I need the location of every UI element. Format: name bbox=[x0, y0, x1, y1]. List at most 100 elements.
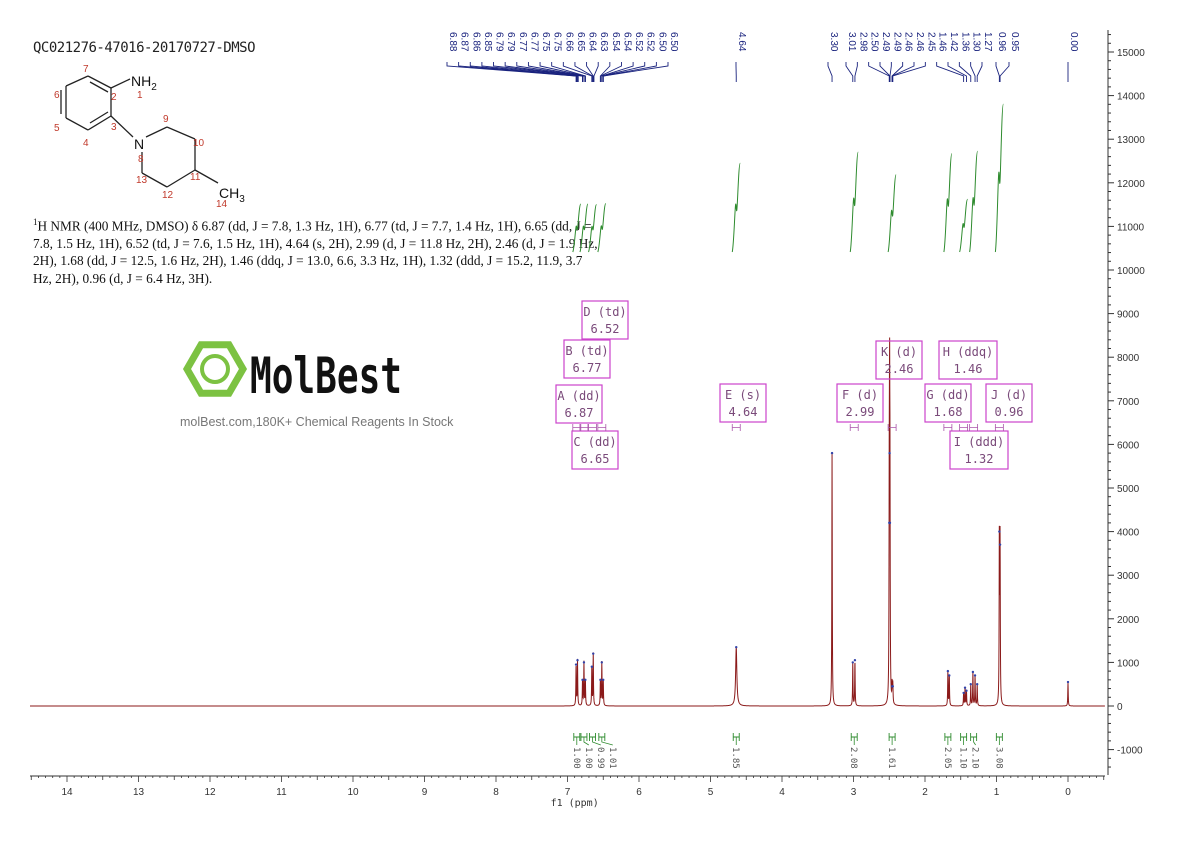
peak-apex bbox=[830, 451, 834, 455]
integral-value: 1.00 bbox=[583, 747, 593, 769]
peak-apex bbox=[963, 686, 967, 689]
x-tick-label: 6 bbox=[636, 787, 642, 798]
peak-apex bbox=[599, 678, 602, 682]
integral-curve bbox=[597, 203, 607, 253]
integral-value: 2.10 bbox=[970, 747, 980, 769]
y-tick-label: 8000 bbox=[1117, 353, 1140, 364]
atom-number: 3 bbox=[111, 122, 117, 133]
multiplet-box-c: C (dd) 6.65 bbox=[571, 430, 619, 470]
peak-shift-label: 2.49 bbox=[891, 32, 902, 52]
peak-leader-line bbox=[892, 62, 926, 82]
x-tick-label: 12 bbox=[204, 787, 216, 798]
multiplet-range-marker bbox=[588, 424, 597, 431]
peak-shift-label: 6.50 bbox=[668, 32, 679, 52]
peak-apex bbox=[735, 645, 738, 649]
integral-curve bbox=[969, 150, 979, 253]
spectrum-line bbox=[30, 337, 1105, 707]
atom-number: 2 bbox=[111, 92, 117, 103]
peak-shift-label: 0.96 bbox=[996, 32, 1007, 52]
y-tick-label: 12000 bbox=[1117, 179, 1145, 190]
integral-value: 3.08 bbox=[993, 747, 1003, 769]
integral-value: 2.08 bbox=[848, 747, 858, 769]
integral-curve bbox=[994, 103, 1004, 253]
peak-leader-line bbox=[481, 62, 579, 82]
multiplet-type: I (ddd) bbox=[954, 435, 1005, 449]
atom-number: 12 bbox=[162, 190, 174, 201]
peak-apex bbox=[965, 689, 968, 692]
peak-leader-line bbox=[574, 62, 593, 82]
multiplet-shift: 6.77 bbox=[573, 361, 602, 375]
peak-leader-line bbox=[469, 62, 578, 82]
x-tick-label: 8 bbox=[493, 787, 499, 798]
nh2-label: NH2 bbox=[131, 73, 157, 93]
peak-leader-line bbox=[446, 62, 577, 82]
peak-shift-label: 6.66 bbox=[563, 32, 574, 52]
spectrum-title: QC021276-47016-20170727-DMSO bbox=[33, 40, 256, 56]
multiplet-shift: 0.96 bbox=[995, 405, 1024, 419]
atom-number: 8 bbox=[138, 154, 144, 165]
peak-shift-label: 2.50 bbox=[869, 32, 880, 52]
x-tick-label: 7 bbox=[565, 787, 571, 798]
multiplet-range-marker bbox=[579, 424, 589, 431]
multiplet-shift: 2.46 bbox=[885, 362, 914, 376]
multiplet-range-marker bbox=[943, 424, 953, 431]
peak-apex bbox=[948, 674, 951, 677]
integral-value: 2.05 bbox=[942, 747, 952, 769]
multiplet-box-e: E (s) 4.64 bbox=[719, 383, 767, 423]
molbest-logo-icon bbox=[182, 341, 248, 397]
peak-leader-line bbox=[970, 62, 976, 82]
multiplet-shift: 1.68 bbox=[934, 405, 963, 419]
peak-leader-line bbox=[947, 62, 967, 82]
x-tick-label: 11 bbox=[276, 787, 287, 798]
multiplet-range-marker bbox=[887, 424, 897, 431]
y-tick-label: -1000 bbox=[1117, 746, 1143, 757]
peak-shift-label: 6.77 bbox=[528, 32, 539, 52]
y-tick-label: 1000 bbox=[1117, 658, 1140, 669]
multiplet-box-b: B (td) 6.77 bbox=[563, 339, 611, 379]
integral-curve bbox=[887, 174, 897, 253]
peak-leader-line bbox=[995, 62, 1000, 82]
integration-leader bbox=[601, 737, 613, 746]
multiplet-box-a: A (dd) 6.87 bbox=[555, 384, 603, 424]
atom-number: 4 bbox=[83, 138, 89, 149]
multiplet-type: B (td) bbox=[565, 344, 608, 358]
multiplet-range-marker bbox=[969, 424, 979, 431]
multiplet-range-marker bbox=[597, 424, 607, 431]
y-tick-label: 2000 bbox=[1117, 615, 1140, 626]
peak-shift-label: 2.98 bbox=[857, 32, 868, 52]
y-tick-label: 10000 bbox=[1117, 266, 1145, 277]
x-tick-label: 9 bbox=[422, 787, 428, 798]
peak-leader-line bbox=[999, 62, 1010, 82]
peak-shift-label: 6.63 bbox=[598, 32, 609, 52]
multiplet-shift: 6.52 bbox=[591, 322, 620, 336]
peak-shift-label: 6.86 bbox=[470, 32, 481, 52]
peak-apex bbox=[962, 691, 965, 695]
peak-shift-label: 3.01 bbox=[846, 32, 857, 52]
peak-apex bbox=[600, 661, 604, 664]
peak-shift-label: 4.64 bbox=[736, 32, 747, 52]
peak-leader-line bbox=[891, 62, 915, 82]
integral-value: 1.85 bbox=[730, 747, 740, 769]
multiplet-type: E (s) bbox=[725, 388, 761, 402]
peak-leader-line bbox=[845, 62, 854, 82]
multiplet-range-marker bbox=[731, 424, 741, 431]
x-tick-label: 0 bbox=[1065, 787, 1071, 798]
peak-shift-label: 2.45 bbox=[925, 32, 936, 52]
peak-shift-label: 2.46 bbox=[903, 32, 914, 52]
x-tick-label: 2 bbox=[922, 787, 928, 798]
peak-leader-line bbox=[551, 62, 586, 82]
x-tick-label: 10 bbox=[347, 787, 359, 798]
peak-shift-label: 6.54 bbox=[610, 32, 621, 52]
peak-shift-label: 6.54 bbox=[621, 32, 632, 52]
integral-value: 1.10 bbox=[958, 747, 968, 769]
atom-number: 14 bbox=[216, 199, 228, 210]
integral-curve bbox=[959, 198, 969, 253]
peak-apex bbox=[998, 530, 1001, 533]
atom-number: 6 bbox=[54, 90, 60, 101]
peak-apex bbox=[576, 659, 579, 662]
peak-shift-label: 1.46 bbox=[937, 32, 948, 52]
nmr-description: 1H NMR (400 MHz, DMSO) δ 6.87 (dd, J = 7… bbox=[33, 217, 598, 286]
multiplet-type: C (dd) bbox=[573, 435, 616, 449]
peak-shift-label: 6.52 bbox=[645, 32, 656, 52]
